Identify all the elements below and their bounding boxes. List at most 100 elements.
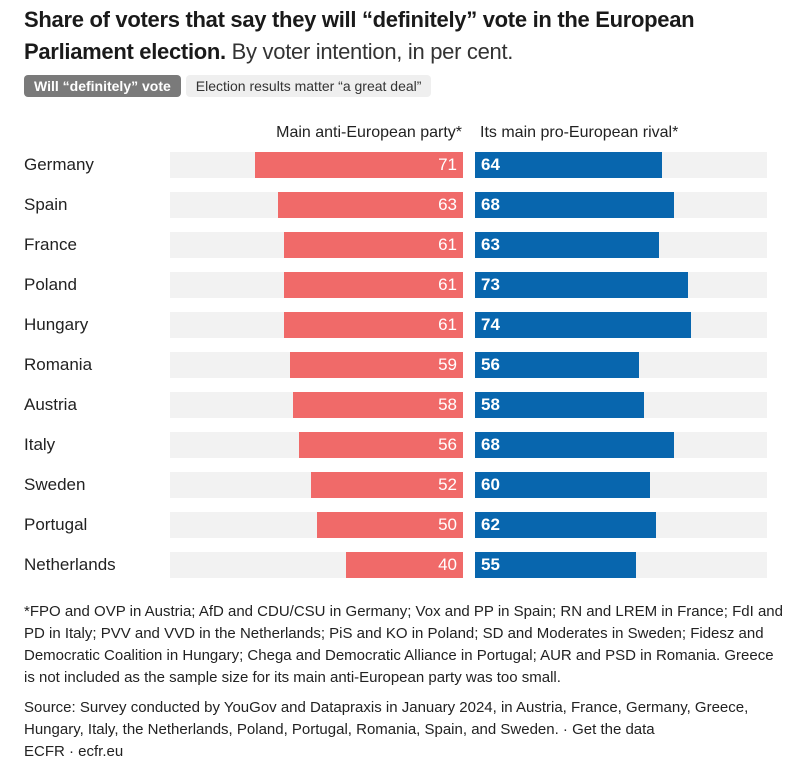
bar-anti-european: 56 bbox=[298, 432, 463, 458]
category-label: Austria bbox=[24, 395, 77, 414]
bar-track-left: 59 bbox=[170, 352, 463, 378]
chart-row: Italy 56 68 bbox=[0, 432, 803, 458]
data-label-anti-european: 40 bbox=[438, 555, 457, 574]
bar-anti-european: 52 bbox=[310, 472, 463, 498]
data-label-anti-european: 61 bbox=[438, 235, 457, 254]
bar-anti-european: 50 bbox=[316, 512, 463, 538]
tab-definitely-vote[interactable]: Will “definitely” vote bbox=[24, 75, 181, 97]
bar-track-left: 61 bbox=[170, 232, 463, 258]
bar-track-right: 60 bbox=[475, 472, 767, 498]
data-label-anti-european: 52 bbox=[438, 475, 457, 494]
chart-row: Netherlands 40 55 bbox=[0, 552, 803, 578]
bar-track-right: 55 bbox=[475, 552, 767, 578]
data-label-anti-european: 59 bbox=[438, 355, 457, 374]
category-label: Spain bbox=[24, 195, 68, 214]
bar-pro-european: 62 bbox=[475, 512, 657, 538]
data-label-anti-european: 50 bbox=[438, 515, 457, 534]
chart-row: Sweden 52 60 bbox=[0, 472, 803, 498]
credit: ECFR · ecfr.eu bbox=[24, 743, 124, 760]
bar-anti-european: 59 bbox=[290, 352, 463, 378]
bar-track-left: 61 bbox=[170, 312, 463, 338]
chart-row: Portugal 50 62 bbox=[0, 512, 803, 538]
chart-row: Romania 59 56 bbox=[0, 352, 803, 378]
category-label: Portugal bbox=[24, 515, 88, 534]
bar-track-left: 71 bbox=[170, 152, 463, 178]
category-label: Hungary bbox=[24, 315, 89, 334]
bar-pro-european: 68 bbox=[475, 192, 674, 218]
bar-track-right: 73 bbox=[475, 272, 767, 298]
chart-row: Germany 71 64 bbox=[0, 152, 803, 178]
chart-row: Spain 63 68 bbox=[0, 192, 803, 218]
bar-track-right: 68 bbox=[475, 192, 767, 218]
bar-pro-european: 68 bbox=[475, 432, 674, 458]
bar-track-right: 62 bbox=[475, 512, 767, 538]
bar-anti-european: 63 bbox=[278, 192, 463, 218]
bar-track-left: 56 bbox=[170, 432, 463, 458]
bar-anti-european: 61 bbox=[284, 272, 463, 298]
bar-track-left: 63 bbox=[170, 192, 463, 218]
data-label-pro-european: 63 bbox=[481, 235, 500, 254]
category-label: Netherlands bbox=[24, 555, 116, 574]
chart-row: France 61 63 bbox=[0, 232, 803, 258]
chart-row: Poland 61 73 bbox=[0, 272, 803, 298]
bar-track-right: 64 bbox=[475, 152, 767, 178]
bar-pro-european: 56 bbox=[475, 352, 639, 378]
bar-track-right: 68 bbox=[475, 432, 767, 458]
bar-anti-european: 71 bbox=[254, 152, 463, 178]
footnote: *FPO and OVP in Austria; AfD and CDU/CSU… bbox=[24, 603, 783, 686]
category-label: Italy bbox=[24, 435, 56, 454]
bar-track-left: 58 bbox=[170, 392, 463, 418]
bar-pro-european: 73 bbox=[475, 272, 689, 298]
bar-track-right: 74 bbox=[475, 312, 767, 338]
chart-row: Hungary 61 74 bbox=[0, 312, 803, 338]
bar-anti-european: 58 bbox=[293, 392, 463, 418]
get-data-link[interactable]: Get the data bbox=[572, 721, 655, 738]
chart-title: Share of voters that say they will “defi… bbox=[24, 4, 794, 68]
bar-track-right: 63 bbox=[475, 232, 767, 258]
bar-pro-european: 74 bbox=[475, 312, 692, 338]
data-label-pro-european: 58 bbox=[481, 395, 500, 414]
legend-anti-european: Main anti-European party* bbox=[276, 124, 462, 141]
category-label: Germany bbox=[24, 155, 94, 174]
legend-pro-european: Its main pro-European rival* bbox=[480, 124, 679, 141]
bar-pro-european: 60 bbox=[475, 472, 651, 498]
bar-pro-european: 55 bbox=[475, 552, 636, 578]
data-label-anti-european: 63 bbox=[438, 195, 457, 214]
data-label-anti-european: 58 bbox=[438, 395, 457, 414]
data-label-pro-european: 68 bbox=[481, 435, 500, 454]
bar-track-left: 61 bbox=[170, 272, 463, 298]
bar-track-right: 56 bbox=[475, 352, 767, 378]
source-text: Source: Survey conducted by YouGov and D… bbox=[24, 699, 749, 738]
bar-anti-european: 40 bbox=[345, 552, 463, 578]
bar-track-left: 40 bbox=[170, 552, 463, 578]
category-label: Poland bbox=[24, 275, 77, 294]
bar-pro-european: 64 bbox=[475, 152, 662, 178]
bar-anti-european: 61 bbox=[284, 232, 463, 258]
source-block: Source: Survey conducted by YouGov and D… bbox=[24, 697, 784, 763]
data-label-pro-european: 56 bbox=[481, 355, 500, 374]
bar-track-right: 58 bbox=[475, 392, 767, 418]
data-label-anti-european: 71 bbox=[438, 155, 457, 174]
data-label-pro-european: 55 bbox=[481, 555, 500, 574]
title-subtitle: By voter intention, in per cent. bbox=[231, 39, 514, 64]
title-bold: Share of voters that say they will “defi… bbox=[24, 7, 695, 64]
data-label-anti-european: 56 bbox=[438, 435, 457, 454]
data-label-pro-european: 62 bbox=[481, 515, 500, 534]
bar-track-left: 52 bbox=[170, 472, 463, 498]
bar-pro-european: 58 bbox=[475, 392, 645, 418]
tab-bar: Will “definitely” vote Election results … bbox=[24, 75, 432, 97]
data-label-pro-european: 60 bbox=[481, 475, 500, 494]
bar-anti-european: 61 bbox=[284, 312, 463, 338]
bar-track-left: 50 bbox=[170, 512, 463, 538]
data-label-pro-european: 68 bbox=[481, 195, 500, 214]
bar-pro-european: 63 bbox=[475, 232, 659, 258]
data-label-pro-european: 73 bbox=[481, 275, 500, 294]
data-label-pro-european: 64 bbox=[481, 155, 500, 174]
tab-results-matter[interactable]: Election results matter “a great deal” bbox=[185, 75, 432, 97]
data-label-anti-european: 61 bbox=[438, 275, 457, 294]
category-label: France bbox=[24, 235, 77, 254]
chart-row: Austria 58 58 bbox=[0, 392, 803, 418]
category-label: Sweden bbox=[24, 475, 86, 494]
data-label-pro-european: 74 bbox=[481, 315, 500, 334]
data-label-anti-european: 61 bbox=[438, 315, 457, 334]
